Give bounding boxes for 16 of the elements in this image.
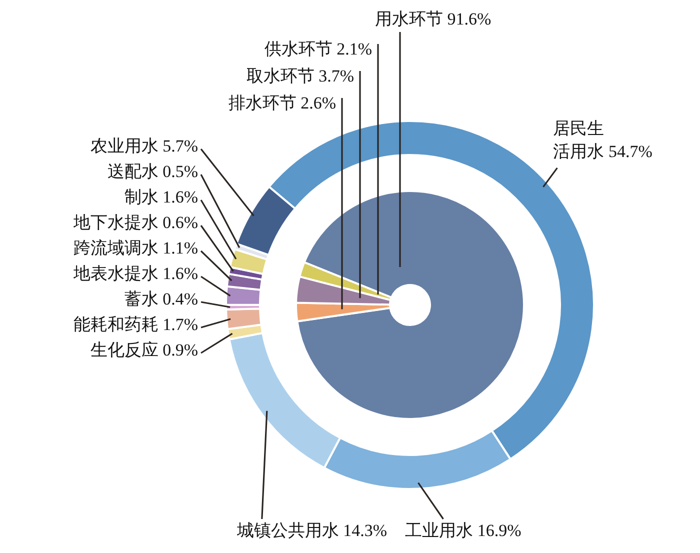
slice-label: 送配水 0.5% <box>107 162 198 181</box>
slice-label: 城镇公共用水 14.3% <box>236 520 387 540</box>
slice-label: 地下水提水 0.6% <box>72 212 198 232</box>
slice-label: 制水 1.6% <box>124 187 198 206</box>
slice-label: 排水环节 2.6% <box>228 93 336 112</box>
slice-label: 地表水提水 1.6% <box>72 264 198 283</box>
slice-label: 跨流域调水 1.1% <box>73 238 198 258</box>
slice-label: 生化反应 0.9% <box>90 340 198 360</box>
slice-label: 用水环节 91.6% <box>375 9 492 28</box>
slice-label: 居民生活用水 54.7% <box>553 118 652 161</box>
slice-label: 农业用水 5.7% <box>90 136 198 156</box>
slice-label: 取水环节 3.7% <box>246 66 354 86</box>
slice-label: 工业用水 16.9% <box>405 520 522 540</box>
slice-label: 供水环节 2.1% <box>264 39 372 58</box>
slice-label: 能耗和药耗 1.7% <box>73 314 198 334</box>
slice-label: 蓄水 0.4% <box>124 289 198 308</box>
